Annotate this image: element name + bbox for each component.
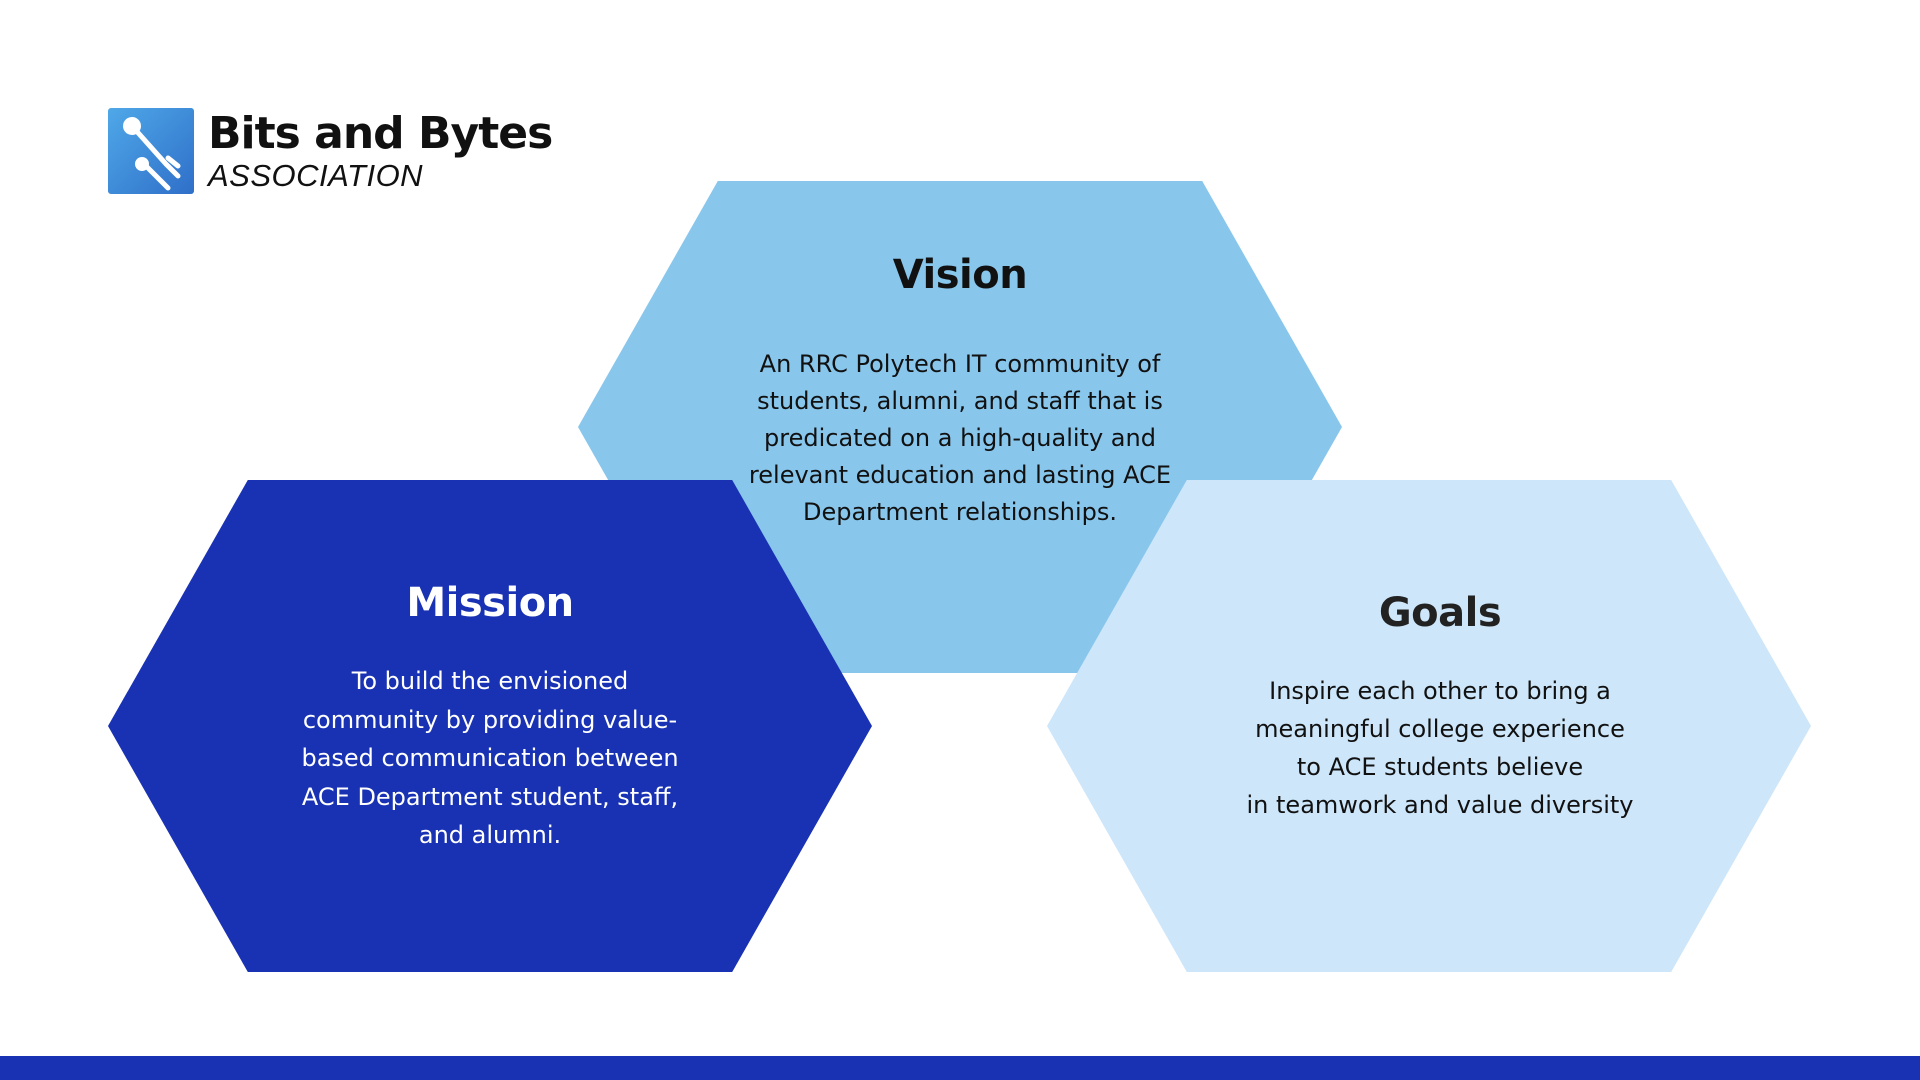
mission-text: To build the envisioned community by pro… xyxy=(230,662,750,855)
mission-hexagon xyxy=(108,480,872,972)
mission-line: To build the envisioned xyxy=(351,667,629,695)
mission-line: and alumni. xyxy=(418,821,562,849)
logo-text: Bits and Bytes ASSOCIATION xyxy=(208,107,553,193)
goals-line: meaningful college experience xyxy=(1255,715,1625,743)
goals-line: in teamwork and value diversity xyxy=(1246,791,1634,819)
logo-subtitle: ASSOCIATION xyxy=(208,157,424,193)
vision-line: predicated on a high-quality and xyxy=(764,424,1156,452)
mission-line: community by providing value- xyxy=(302,705,678,734)
footer-bar xyxy=(0,1056,1920,1080)
mission-line: ACE Department student, staff, xyxy=(301,782,679,811)
mission-title: Mission xyxy=(406,580,574,626)
logo: Bits and Bytes ASSOCIATION xyxy=(108,107,553,194)
goals-line: to ACE students believe xyxy=(1296,753,1584,781)
vision-line: An RRC Polytech IT community of xyxy=(759,350,1161,378)
goals-line: Inspire each other to bring a xyxy=(1269,677,1611,705)
vision-line: students, alumni, and staff that is xyxy=(757,387,1163,415)
mission-line: based communication between xyxy=(301,744,679,772)
logo-title: Bits and Bytes xyxy=(208,107,553,159)
vision-text: An RRC Polytech IT community of students… xyxy=(700,346,1220,531)
goals-title: Goals xyxy=(1378,590,1502,636)
vision-line: Department relationships. xyxy=(802,498,1118,526)
goals-text: Inspire each other to bring a meaningful… xyxy=(1180,672,1700,824)
vision-line: relevant education and lasting ACE xyxy=(748,461,1172,489)
vision-title: Vision xyxy=(892,252,1028,298)
goals-hexagon xyxy=(1047,480,1811,972)
circuit-icon xyxy=(108,108,194,194)
